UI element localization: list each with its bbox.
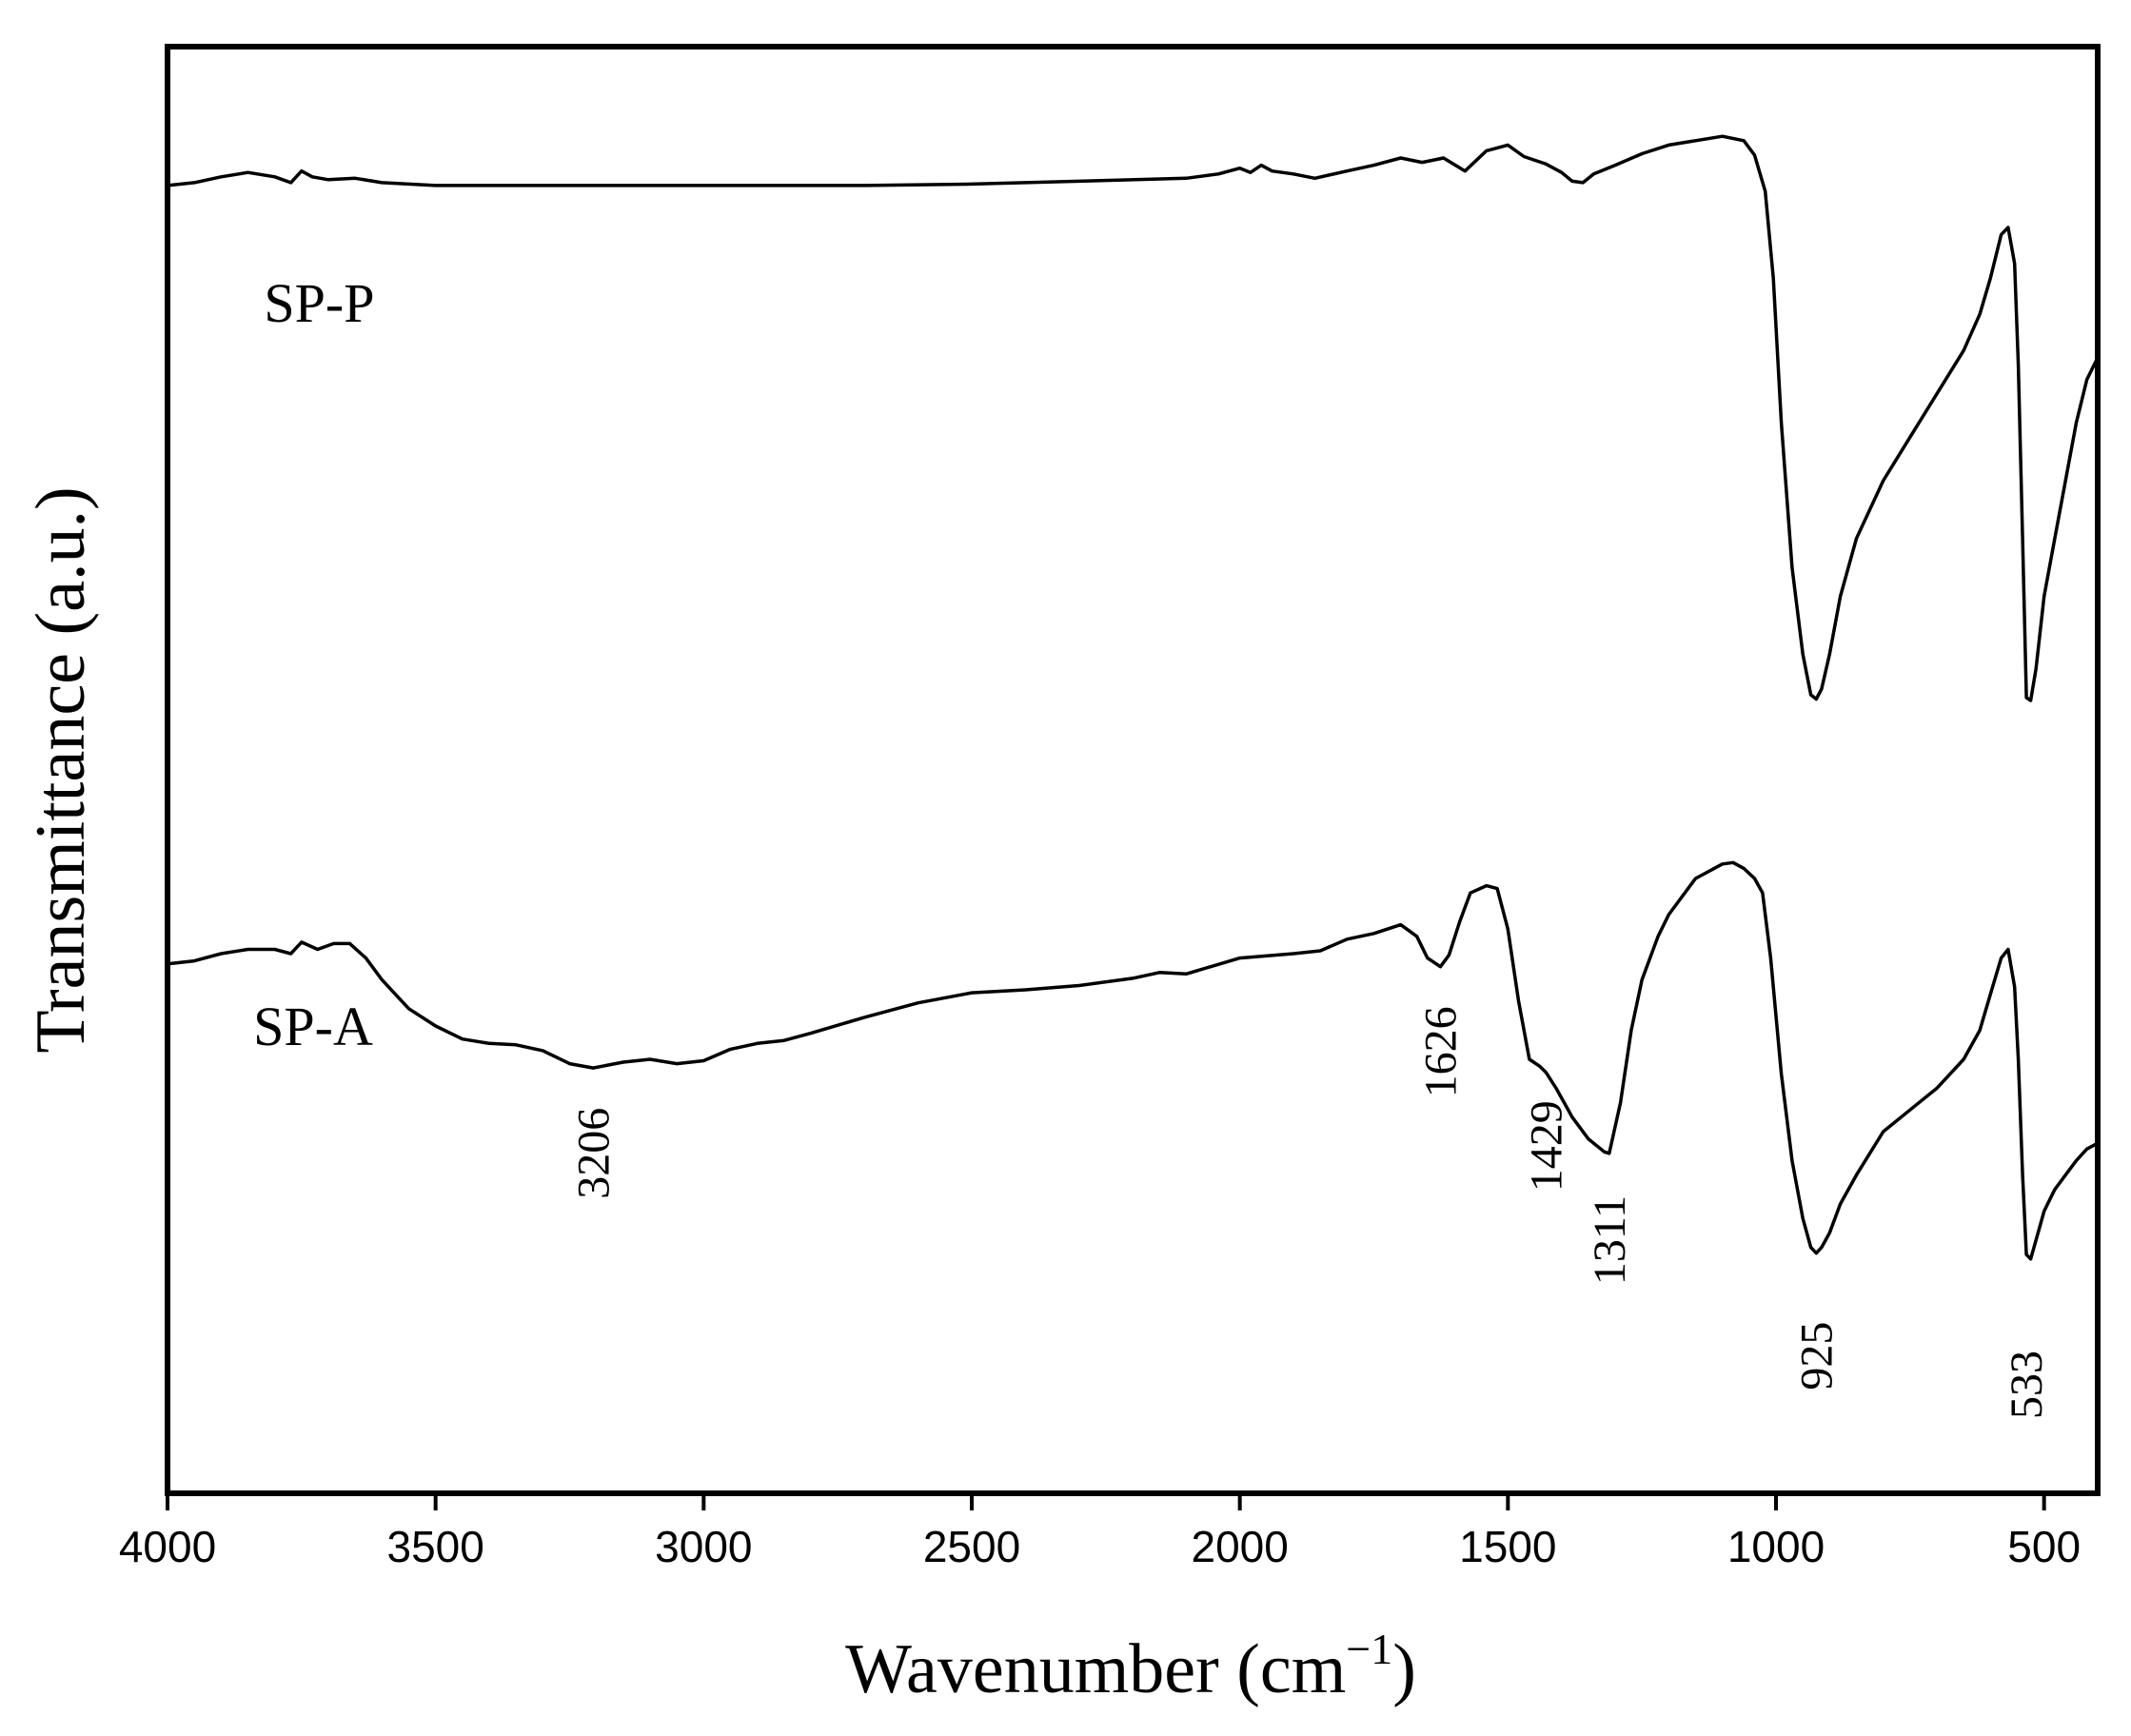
series-label-sp-p: SP-P — [264, 272, 374, 334]
x-tick-label: 4000 — [119, 1522, 216, 1571]
x-axis-label-close: ) — [1392, 1630, 1416, 1708]
peak-label-533: 533 — [2002, 1351, 2052, 1419]
peak-label-1311: 1311 — [1585, 1195, 1635, 1285]
x-tick-label: 2500 — [923, 1522, 1020, 1571]
x-tick-label: 3500 — [386, 1522, 483, 1571]
peak-label-1429: 1429 — [1521, 1100, 1571, 1192]
plot-frame — [165, 44, 2101, 1496]
x-tick-label: 500 — [2007, 1522, 2081, 1571]
series-line-sp-a — [167, 860, 2099, 1261]
x-axis-label-sup: −1 — [1346, 1625, 1392, 1673]
x-tick-label: 2000 — [1191, 1522, 1288, 1571]
peak-label-3206: 3206 — [568, 1108, 619, 1199]
x-axis-label-main: Wavenumber (cm — [845, 1630, 1346, 1708]
x-tick-label: 3000 — [655, 1522, 752, 1571]
x-tick-label: 1000 — [1727, 1522, 1825, 1571]
series-line-sp-p — [167, 134, 2100, 702]
x-tick-label: 1500 — [1459, 1522, 1556, 1571]
peak-label-925: 925 — [1791, 1322, 1842, 1391]
series-label-sp-a: SP-A — [253, 996, 373, 1057]
peak-label-1626: 1626 — [1415, 1006, 1466, 1097]
y-axis-label: Transmittance (a.u.) — [22, 486, 100, 1053]
x-axis-label: Wavenumber (cm−1) — [845, 1625, 1416, 1708]
